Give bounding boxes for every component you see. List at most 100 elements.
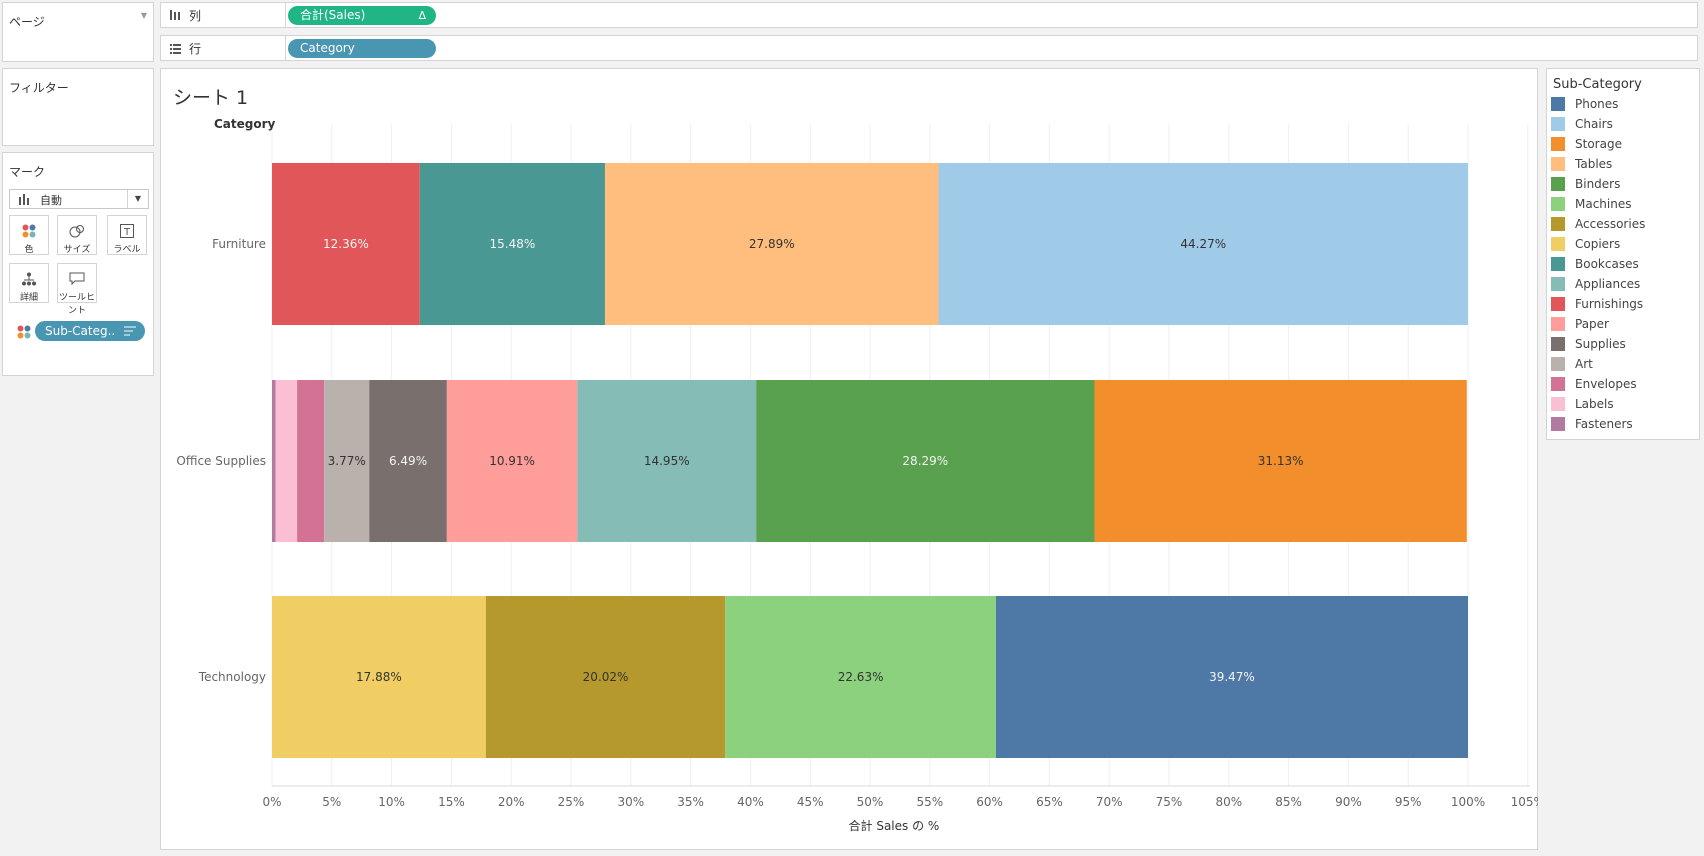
chart-container: 0% 5% 10% 15% 20% 25% 30% 35% 40% 45% 50% 55% 60% 65%… <box>160 68 1545 850</box>
legend-label: Bookcases <box>1575 257 1639 271</box>
bar-segment <box>995 596 1468 758</box>
legend-label: Machines <box>1575 197 1632 211</box>
color-button-label: 色 <box>24 245 34 255</box>
legend-title: Sub-Category <box>1553 77 1642 92</box>
tooltip-button[interactable]: ツールヒント <box>57 263 97 316</box>
data-label: 17.88% <box>356 670 402 684</box>
legend-swatch <box>1551 337 1565 351</box>
legend-item[interactable]: Storage <box>1551 135 1622 153</box>
legend-label: Envelopes <box>1575 377 1637 391</box>
bar-segment <box>446 380 578 542</box>
bar-segment <box>272 163 420 325</box>
legend-label: Phones <box>1575 97 1619 111</box>
legend-item[interactable]: Chairs <box>1551 115 1613 133</box>
legend-item[interactable]: Binders <box>1551 175 1620 193</box>
x-tick-label: 70% <box>1096 795 1123 809</box>
x-tick-label: 25% <box>558 795 585 809</box>
label-button-label: ラベル <box>113 245 141 255</box>
legend-label: Accessories <box>1575 217 1646 231</box>
bar-segment <box>324 380 370 542</box>
legend-item[interactable]: Envelopes <box>1551 375 1637 393</box>
detail-button-label: 詳細 <box>19 293 38 303</box>
legend-label: Tables <box>1575 157 1613 171</box>
label-icon: T <box>120 224 134 238</box>
legend-swatch <box>1551 397 1565 411</box>
data-label: 3.77% <box>328 454 366 468</box>
legend-label: Appliances <box>1575 277 1641 291</box>
legend-item[interactable]: Copiers <box>1551 235 1620 253</box>
columns-label: 列 <box>189 8 202 23</box>
legend-item[interactable]: Bookcases <box>1551 255 1639 273</box>
legend-item[interactable]: Labels <box>1551 395 1614 413</box>
columns-shelf-label: 列 <box>161 3 286 27</box>
pages-title: ページ <box>9 15 45 29</box>
delta-icon: Δ <box>418 9 426 22</box>
legend-swatch <box>1551 257 1565 271</box>
bar-segment <box>369 380 447 542</box>
legend-item[interactable]: Phones <box>1551 95 1618 113</box>
columns-shelf[interactable]: 列 合計(Sales) Δ <box>160 2 1698 28</box>
tooltip-button-label: ツールヒント <box>58 293 95 316</box>
legend-swatch <box>1551 97 1565 111</box>
label-button[interactable]: T ラベル <box>107 215 147 255</box>
data-label: 44.27% <box>1180 237 1226 251</box>
x-tick-label: 65% <box>1036 795 1063 809</box>
legend-swatch <box>1551 237 1565 251</box>
bar-segment <box>604 163 939 325</box>
legend-label: Binders <box>1575 177 1621 191</box>
data-label: 22.63% <box>838 670 884 684</box>
size-icon <box>69 225 84 238</box>
bar-segment <box>419 163 605 325</box>
x-tick-label: 30% <box>617 795 644 809</box>
color-button[interactable]: 色 <box>9 215 49 255</box>
legend-item[interactable]: Machines <box>1551 195 1631 213</box>
chevron-down-icon[interactable]: ▼ <box>140 11 147 20</box>
filters-title: フィルター <box>9 81 69 95</box>
legend-item[interactable]: Tables <box>1551 155 1612 173</box>
category-pill[interactable]: Category <box>288 39 436 58</box>
sub-category-pill[interactable]: Sub-Categ.. <box>35 321 145 341</box>
size-button-label: サイズ <box>63 245 91 255</box>
legend-item[interactable]: Paper <box>1551 315 1609 333</box>
x-tick-label: 0% <box>262 795 281 809</box>
x-tick-label: 75% <box>1156 795 1183 809</box>
legend-item[interactable]: Supplies <box>1551 335 1626 353</box>
marks-title: マーク <box>9 165 46 179</box>
bar-segment <box>725 596 996 758</box>
x-tick-label: 90% <box>1335 795 1362 809</box>
data-label: 27.89% <box>749 237 795 251</box>
legend-label: Art <box>1575 357 1593 371</box>
legend-item[interactable]: Art <box>1551 355 1593 373</box>
legend-label: Fasteners <box>1575 417 1633 431</box>
sum-sales-pill[interactable]: 合計(Sales) Δ <box>288 6 436 25</box>
legend-item[interactable]: Furnishings <box>1551 295 1643 313</box>
legend-label: Paper <box>1575 317 1609 331</box>
detail-button[interactable]: 詳細 <box>9 263 49 303</box>
legend-swatch <box>1551 277 1565 291</box>
legend-item[interactable]: Fasteners <box>1551 415 1633 433</box>
data-label: 12.36% <box>323 237 369 251</box>
rows-shelf[interactable]: 行 Category <box>160 35 1698 61</box>
legend-item[interactable]: Appliances <box>1551 275 1640 293</box>
bar-segment <box>297 380 325 542</box>
mark-type-select[interactable]: 自動 ▼ <box>9 189 149 209</box>
data-label: 20.02% <box>583 670 629 684</box>
legend-swatch <box>1551 417 1565 431</box>
filters-card[interactable]: フィルター <box>2 68 154 146</box>
pages-card[interactable]: ページ ▼ <box>2 2 154 62</box>
sheet-title: シート 1 <box>173 87 249 109</box>
x-tick-label: 85% <box>1275 795 1302 809</box>
data-label: 6.49% <box>389 454 427 468</box>
rows-icon <box>170 44 181 54</box>
legend-swatch <box>1551 217 1565 231</box>
x-tick-label: 55% <box>916 795 943 809</box>
legend-swatch <box>1551 137 1565 151</box>
size-button[interactable]: サイズ <box>57 215 97 255</box>
bar-segment <box>485 596 726 758</box>
stacked-bar-chart: 0% 5% 10% 15% 20% 25% 30% 35% 40% 45% 50% 55% 60% 65%… <box>176 117 1545 833</box>
legend-item[interactable]: Accessories <box>1551 215 1645 233</box>
x-tick-label: 5% <box>322 795 341 809</box>
legend-swatch <box>1551 177 1565 191</box>
legend-label: Storage <box>1575 137 1622 151</box>
legend-card: Sub-Category Phones Chairs Storage Tables Bi… <box>1546 68 1700 440</box>
